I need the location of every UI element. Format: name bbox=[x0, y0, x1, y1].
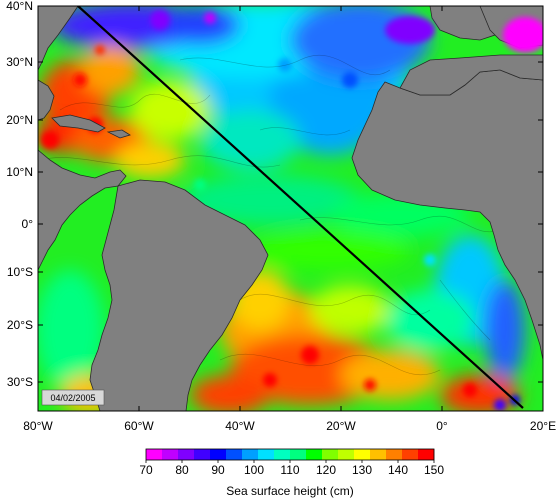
sea-surface-height-field bbox=[38, 6, 543, 411]
colorbar-swatch bbox=[386, 449, 403, 460]
longitude-axis: 80°W 60°W 40°W 20°W 0° 20°E bbox=[23, 6, 556, 433]
colorbar-swatch bbox=[210, 449, 227, 460]
lon-tick-label: 60°W bbox=[124, 419, 154, 433]
colorbar-tick-label: 90 bbox=[211, 463, 225, 477]
colorbar-swatch bbox=[290, 449, 307, 460]
colorbar-swatch bbox=[226, 449, 243, 460]
colorbar bbox=[145, 448, 435, 461]
colorbar-swatch bbox=[274, 449, 291, 460]
lat-tick-label: 40°N bbox=[6, 0, 33, 13]
colorbar-swatch bbox=[258, 449, 275, 460]
colorbar-labels: 70 80 90 100 110 120 130 140 150 bbox=[139, 460, 444, 477]
lat-tick-label: 0° bbox=[22, 217, 34, 231]
lat-tick-label: 30°S bbox=[7, 375, 33, 389]
colorbar-swatch bbox=[354, 449, 371, 460]
colorbar-swatch bbox=[322, 449, 339, 460]
lat-tick-label: 10°N bbox=[6, 165, 33, 179]
colorbar-swatch bbox=[370, 449, 387, 460]
date-label-box: 04/02/2005 bbox=[41, 389, 105, 406]
colorbar-swatch bbox=[402, 449, 419, 460]
colorbar-tick-label: 110 bbox=[280, 463, 299, 477]
colorbar-swatch bbox=[306, 449, 323, 460]
colorbar-swatch bbox=[146, 449, 163, 460]
colorbar-swatch bbox=[178, 449, 195, 460]
colorbar-tick-label: 150 bbox=[424, 463, 444, 477]
colorbar-tick-label: 120 bbox=[316, 463, 336, 477]
colorbar-swatch bbox=[418, 449, 435, 460]
lat-tick-label: 30°N bbox=[6, 55, 33, 69]
lat-tick-label: 20°S bbox=[7, 318, 33, 332]
land-masses bbox=[38, 6, 543, 411]
map-frame bbox=[37, 5, 544, 412]
colorbar-tick-label: 130 bbox=[352, 463, 372, 477]
lon-tick-label: 20°E bbox=[530, 419, 556, 433]
lat-tick-label: 20°N bbox=[6, 113, 33, 127]
ship-track-line bbox=[77, 6, 524, 409]
colorbar-tick-label: 140 bbox=[388, 463, 408, 477]
latitude-axis: 40°N 30°N 20°N 10°N 0° 10°S 20°S 30°S bbox=[6, 0, 543, 389]
lon-tick-label: 40°W bbox=[225, 419, 255, 433]
lon-tick-label: 0° bbox=[436, 419, 448, 433]
date-label: 04/02/2005 bbox=[50, 393, 95, 403]
lat-tick-label: 10°S bbox=[7, 265, 33, 279]
colorbar-swatch bbox=[194, 449, 211, 460]
colorbar-tick-label: 70 bbox=[139, 463, 153, 477]
lon-tick-label: 20°W bbox=[326, 419, 356, 433]
colorbar-swatch bbox=[242, 449, 259, 460]
colorbar-tick-label: 80 bbox=[175, 463, 189, 477]
colorbar-tick-label: 100 bbox=[244, 463, 264, 477]
colorbar-swatch bbox=[162, 449, 179, 460]
colorbar-swatch bbox=[338, 449, 355, 460]
lon-tick-label: 80°W bbox=[23, 419, 53, 433]
colorbar-title: Sea surface height (cm) bbox=[226, 484, 353, 498]
